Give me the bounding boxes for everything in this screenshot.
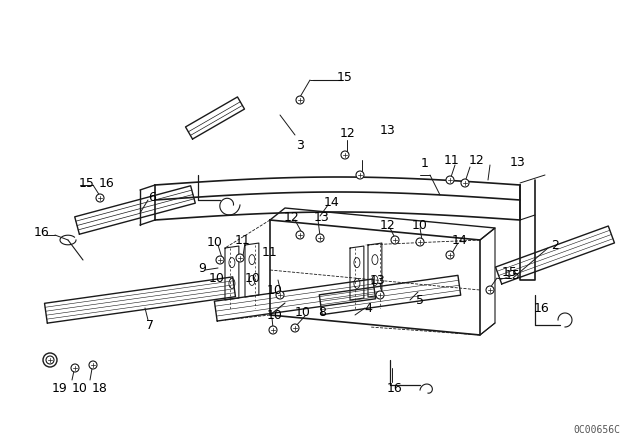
Text: 14: 14 xyxy=(452,233,468,246)
Text: 13: 13 xyxy=(380,124,396,137)
Text: 12: 12 xyxy=(469,154,485,167)
Text: 15: 15 xyxy=(505,268,521,281)
Ellipse shape xyxy=(269,326,277,334)
Ellipse shape xyxy=(461,179,469,187)
Text: 10: 10 xyxy=(72,382,88,395)
Text: 16: 16 xyxy=(387,382,403,395)
Text: 15: 15 xyxy=(337,70,353,83)
Text: 13: 13 xyxy=(510,155,526,168)
Text: 0C00656C: 0C00656C xyxy=(573,425,620,435)
Text: 4: 4 xyxy=(364,302,372,314)
Ellipse shape xyxy=(391,236,399,244)
Text: 2: 2 xyxy=(551,238,559,251)
Ellipse shape xyxy=(276,291,284,299)
Text: 11: 11 xyxy=(444,154,460,167)
Text: 10: 10 xyxy=(207,236,223,249)
Text: 16: 16 xyxy=(34,225,50,238)
Text: 10: 10 xyxy=(412,219,428,232)
Text: 12: 12 xyxy=(340,126,356,139)
Ellipse shape xyxy=(43,353,57,367)
Ellipse shape xyxy=(356,171,364,179)
Text: 10: 10 xyxy=(267,309,283,322)
Text: 12: 12 xyxy=(284,211,300,224)
Ellipse shape xyxy=(236,254,244,262)
Text: 16: 16 xyxy=(534,302,550,314)
Ellipse shape xyxy=(291,324,299,332)
Text: 10: 10 xyxy=(267,284,283,297)
Ellipse shape xyxy=(446,251,454,259)
Text: 12: 12 xyxy=(380,219,396,232)
Ellipse shape xyxy=(316,234,324,242)
Text: 5: 5 xyxy=(416,293,424,306)
Text: 3: 3 xyxy=(296,138,304,151)
Ellipse shape xyxy=(216,256,224,264)
Text: 13: 13 xyxy=(314,211,330,224)
Ellipse shape xyxy=(71,364,79,372)
Text: 7: 7 xyxy=(146,319,154,332)
Text: 11: 11 xyxy=(235,233,251,246)
Text: 9: 9 xyxy=(198,262,206,275)
Text: 18: 18 xyxy=(92,382,108,395)
Text: 8: 8 xyxy=(318,306,326,319)
Ellipse shape xyxy=(341,151,349,159)
Text: 10: 10 xyxy=(209,271,225,284)
Text: 15: 15 xyxy=(79,177,95,190)
Text: 19: 19 xyxy=(52,382,68,395)
Text: 15: 15 xyxy=(502,266,518,279)
Text: 16: 16 xyxy=(99,177,115,190)
Text: 6: 6 xyxy=(148,190,156,203)
Text: 10: 10 xyxy=(245,271,261,284)
Ellipse shape xyxy=(296,96,304,104)
Ellipse shape xyxy=(46,356,54,364)
Ellipse shape xyxy=(446,176,454,184)
Ellipse shape xyxy=(89,361,97,369)
Ellipse shape xyxy=(416,238,424,246)
Ellipse shape xyxy=(486,286,494,294)
Text: 14: 14 xyxy=(324,195,340,208)
Ellipse shape xyxy=(296,231,304,239)
Text: 13: 13 xyxy=(370,273,386,287)
Text: 10: 10 xyxy=(295,306,311,319)
Ellipse shape xyxy=(376,291,384,299)
Text: 11: 11 xyxy=(262,246,278,258)
Ellipse shape xyxy=(96,194,104,202)
Text: 1: 1 xyxy=(421,156,429,169)
